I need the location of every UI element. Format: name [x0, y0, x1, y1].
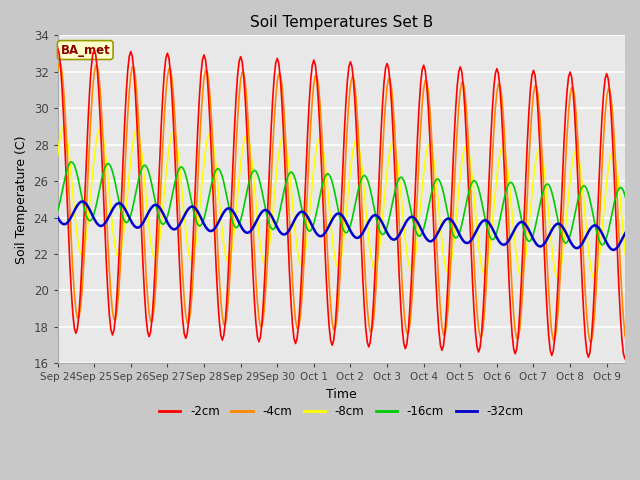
Title: Soil Temperatures Set B: Soil Temperatures Set B: [250, 15, 433, 30]
Y-axis label: Soil Temperature (C): Soil Temperature (C): [15, 135, 28, 264]
Legend: -2cm, -4cm, -8cm, -16cm, -32cm: -2cm, -4cm, -8cm, -16cm, -32cm: [154, 401, 528, 423]
X-axis label: Time: Time: [326, 388, 356, 401]
Text: BA_met: BA_met: [60, 44, 110, 57]
